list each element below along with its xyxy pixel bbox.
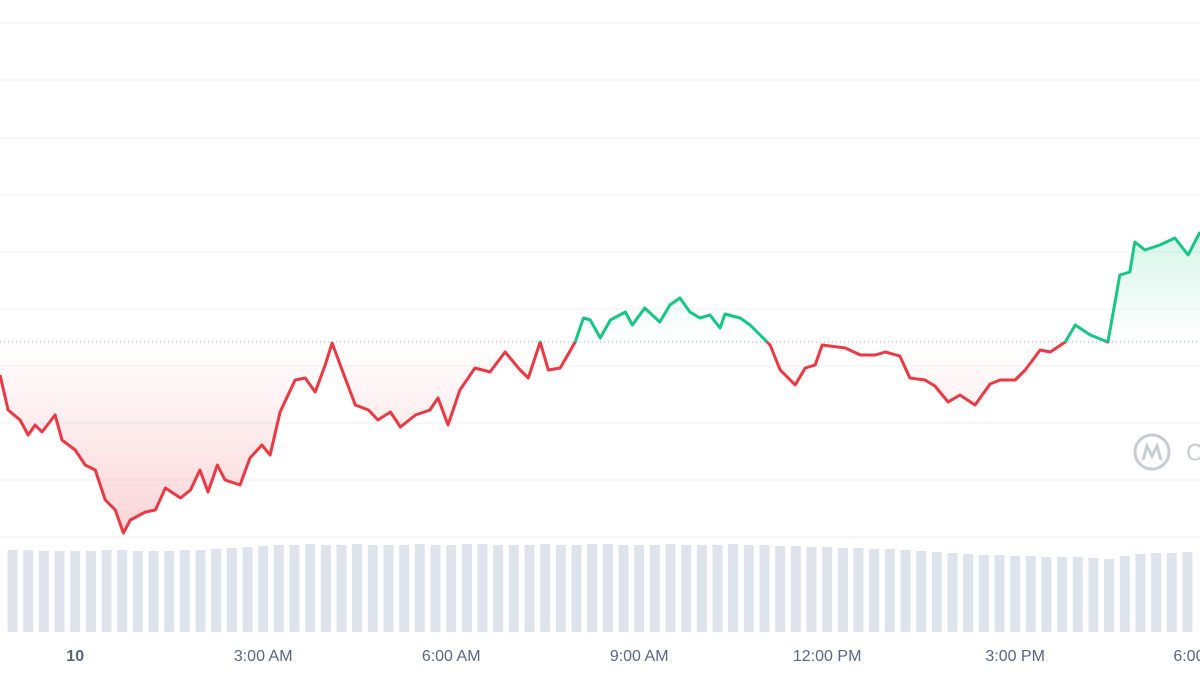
volume-bar	[947, 553, 958, 632]
volume-bar	[1151, 553, 1162, 632]
volume-bars	[7, 544, 1193, 632]
volume-bar	[367, 545, 378, 632]
volume-bar	[195, 550, 206, 632]
x-tick-label: 6:00 PM	[1173, 648, 1200, 665]
volume-bar	[70, 551, 81, 632]
volume-bar	[837, 548, 848, 632]
watermark: CoinMarketCap	[1133, 433, 1200, 471]
volume-bar	[164, 551, 175, 632]
volume-bar	[1041, 557, 1052, 632]
x-tick-label: 3:00 PM	[985, 648, 1045, 665]
volume-bar	[1182, 552, 1193, 632]
x-tick-label: 10	[66, 648, 84, 665]
volume-bar	[900, 550, 911, 632]
volume-bar	[336, 545, 347, 632]
volume-bar	[242, 547, 253, 632]
volume-bar	[1166, 553, 1177, 632]
volume-bar	[869, 549, 880, 632]
volume-bar	[743, 545, 754, 632]
volume-bar	[665, 544, 676, 632]
watermark-logo-m	[1141, 441, 1163, 461]
x-tick-label: 12:00 PM	[793, 648, 861, 665]
volume-bar	[430, 545, 441, 632]
volume-bar	[117, 550, 128, 632]
volume-bar	[383, 545, 394, 632]
volume-bar	[555, 545, 566, 632]
volume-bar	[822, 547, 833, 632]
volume-bar	[853, 548, 864, 632]
volume-bar	[289, 545, 300, 632]
volume-bar	[681, 545, 692, 632]
volume-bar	[7, 550, 18, 632]
volume-bar	[179, 550, 190, 632]
volume-bar	[587, 544, 598, 632]
watermark-logo	[1133, 433, 1171, 471]
volume-bar	[634, 545, 645, 632]
x-tick-label: 9:00 AM	[610, 648, 669, 665]
volume-bar	[258, 546, 269, 632]
volume-bar	[540, 544, 551, 632]
volume-bar	[461, 544, 472, 632]
volume-bar	[399, 545, 410, 632]
volume-bar	[54, 551, 65, 632]
volume-bar	[477, 544, 488, 632]
volume-bar	[524, 545, 535, 632]
volume-bar	[1072, 557, 1083, 632]
volume-bar	[712, 545, 723, 632]
volume-bar	[728, 544, 739, 632]
volume-bar	[1104, 559, 1115, 632]
volume-bar	[963, 554, 974, 632]
volume-bar	[148, 551, 159, 632]
volume-bar	[23, 550, 34, 632]
volume-bar	[273, 545, 284, 632]
volume-bar	[211, 549, 222, 632]
volume-bar	[790, 546, 801, 632]
volume-bar	[101, 550, 112, 632]
volume-bar	[352, 544, 363, 632]
volume-bar	[994, 555, 1005, 632]
volume-bar	[571, 545, 582, 632]
volume-bar	[759, 545, 770, 632]
price-area	[0, 232, 1200, 533]
volume-bar	[775, 546, 786, 632]
volume-bar	[1088, 558, 1099, 632]
volume-bar	[446, 545, 457, 632]
watermark-text: CoinMarketCap	[1186, 439, 1200, 466]
volume-bar	[978, 555, 989, 632]
volume-bar	[85, 551, 96, 632]
x-tick-label: 6:00 AM	[422, 648, 481, 665]
volume-bar	[132, 551, 143, 632]
volume-bar	[916, 551, 927, 632]
volume-bar	[1119, 556, 1130, 632]
volume-bar	[320, 545, 331, 632]
volume-bar	[696, 545, 707, 632]
volume-bar	[806, 547, 817, 632]
volume-bar	[884, 549, 895, 632]
volume-bar	[493, 545, 504, 632]
price-line	[0, 231, 1200, 535]
x-tick-label: 3:00 AM	[234, 648, 293, 665]
volume-bar	[1057, 557, 1068, 632]
volume-bar	[1025, 556, 1036, 632]
volume-bar	[602, 544, 613, 632]
volume-bar	[508, 545, 519, 632]
volume-bar	[305, 544, 316, 632]
volume-bar	[931, 552, 942, 632]
volume-bar	[38, 551, 49, 632]
volume-bar	[414, 544, 425, 632]
volume-bar	[618, 545, 629, 632]
volume-bar	[649, 545, 660, 632]
volume-bar	[1010, 556, 1021, 632]
volume-bar	[1135, 554, 1146, 632]
volume-bar	[226, 548, 237, 632]
